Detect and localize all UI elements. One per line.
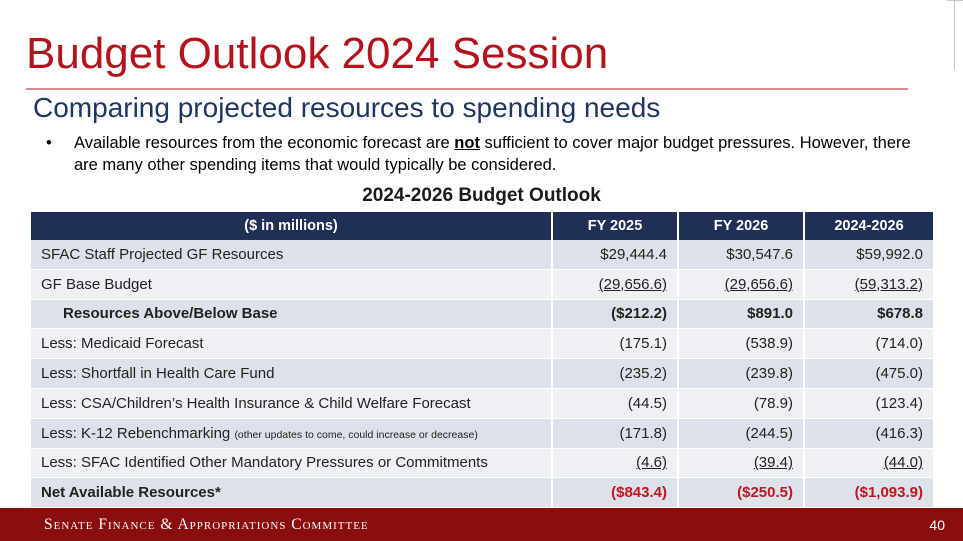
cell-biennium: (44.0)	[804, 448, 933, 479]
cell-fy2025: (175.1)	[552, 328, 679, 360]
bullet-icon: •	[46, 134, 52, 152]
cell-biennium: ($1,093.9)	[804, 477, 933, 509]
footer-bar: Senate Finance & Appropriations Committe…	[0, 508, 963, 541]
cell-fy2026: $30,547.6	[678, 240, 805, 270]
table-header-row: ($ in millions) FY 2025 FY 2026 2024-202…	[31, 212, 933, 240]
cell-fy2025: ($212.2)	[552, 299, 679, 330]
row-label: Less: Shortfall in Health Care Fund	[31, 358, 553, 389]
cell-fy2026: (39.4)	[678, 448, 805, 479]
table-row: Less: Medicaid Forecast (175.1) (538.9) …	[31, 328, 933, 360]
cell-value: (29,656.6)	[724, 275, 793, 293]
cell-fy2025: (44.5)	[552, 388, 679, 419]
table-row-subtotal: Resources Above/Below Base ($212.2) $891…	[31, 299, 933, 330]
cell-fy2026: (239.8)	[678, 358, 805, 389]
column-header-biennium: 2024-2026	[804, 212, 933, 240]
bullet-text-before: Available resources from the economic fo…	[74, 134, 455, 152]
cell-biennium: $678.8	[804, 299, 933, 330]
cell-fy2025: ($843.4)	[552, 477, 679, 509]
cell-fy2025: (235.2)	[552, 358, 679, 389]
row-label: Net Available Resources*	[31, 477, 553, 509]
column-header-fy2025: FY 2025	[552, 212, 679, 240]
cell-value: (39.4)	[753, 454, 793, 472]
row-label: SFAC Staff Projected GF Resources	[31, 240, 553, 270]
table-row: Less: Shortfall in Health Care Fund (235…	[31, 358, 933, 389]
cell-fy2026: (78.9)	[678, 388, 805, 419]
cell-biennium: (714.0)	[804, 328, 933, 360]
row-label-text: Less: K-12 Rebenchmarking	[41, 424, 235, 442]
table-row: Less: K-12 Rebenchmarking (other updates…	[31, 418, 933, 449]
column-header-label: ($ in millions)	[31, 212, 553, 240]
cell-value: (29,656.6)	[598, 275, 667, 293]
cell-biennium: (416.3)	[804, 418, 933, 449]
cell-biennium: (59,313.2)	[804, 269, 933, 300]
cell-fy2025: (171.8)	[552, 418, 679, 449]
cell-fy2026: ($250.5)	[678, 477, 805, 509]
row-label: Less: SFAC Identified Other Mandatory Pr…	[31, 448, 553, 479]
bullet-text: Available resources from the economic fo…	[74, 132, 924, 176]
row-label: Less: Medicaid Forecast	[31, 328, 553, 360]
cell-biennium: (475.0)	[804, 358, 933, 389]
row-note: (other updates to come, could increase o…	[234, 428, 478, 441]
row-label: Resources Above/Below Base	[31, 299, 553, 330]
cell-value: (59,313.2)	[854, 275, 923, 293]
row-label: Less: K-12 Rebenchmarking (other updates…	[31, 418, 553, 449]
cell-fy2026: (538.9)	[678, 328, 805, 360]
title-divider	[26, 88, 908, 90]
cell-biennium: $59,992.0	[804, 240, 933, 270]
committee-name: Senate Finance & Appropriations Committe…	[44, 516, 369, 533]
cell-fy2026: (29,656.6)	[678, 269, 805, 300]
cell-fy2025: (29,656.6)	[552, 269, 679, 300]
cell-fy2026: (244.5)	[678, 418, 805, 449]
row-label: GF Base Budget	[31, 269, 553, 300]
column-header-fy2026: FY 2026	[678, 212, 805, 240]
cell-fy2025: $29,444.4	[552, 240, 679, 270]
cell-value: (4.6)	[636, 454, 667, 472]
cell-value: (44.0)	[883, 454, 923, 472]
table-row: GF Base Budget (29,656.6) (29,656.6) (59…	[31, 269, 933, 300]
budget-outlook-table: ($ in millions) FY 2025 FY 2026 2024-202…	[31, 212, 933, 509]
slide-title: Budget Outlook 2024 Session	[26, 29, 609, 78]
corner-decoration	[954, 0, 955, 70]
page-number: 40	[929, 517, 945, 533]
bullet-text-after: sufficient to cover major budget pressur…	[74, 134, 911, 174]
slide-subtitle: Comparing projected resources to spendin…	[33, 92, 661, 123]
cell-biennium: (123.4)	[804, 388, 933, 419]
table-title: 2024-2026 Budget Outlook	[362, 185, 601, 206]
table-row: SFAC Staff Projected GF Resources $29,44…	[31, 240, 933, 270]
cell-fy2026: $891.0	[678, 299, 805, 330]
table-row: Less: CSA/Children’s Health Insurance & …	[31, 388, 933, 419]
bullet-emphasis: not	[454, 134, 480, 152]
corner-decoration-top	[947, 0, 963, 1]
table-row: Less: SFAC Identified Other Mandatory Pr…	[31, 448, 933, 479]
table-row-total: Net Available Resources* ($843.4) ($250.…	[31, 477, 933, 509]
row-label: Less: CSA/Children’s Health Insurance & …	[31, 388, 553, 419]
cell-fy2025: (4.6)	[552, 448, 679, 479]
